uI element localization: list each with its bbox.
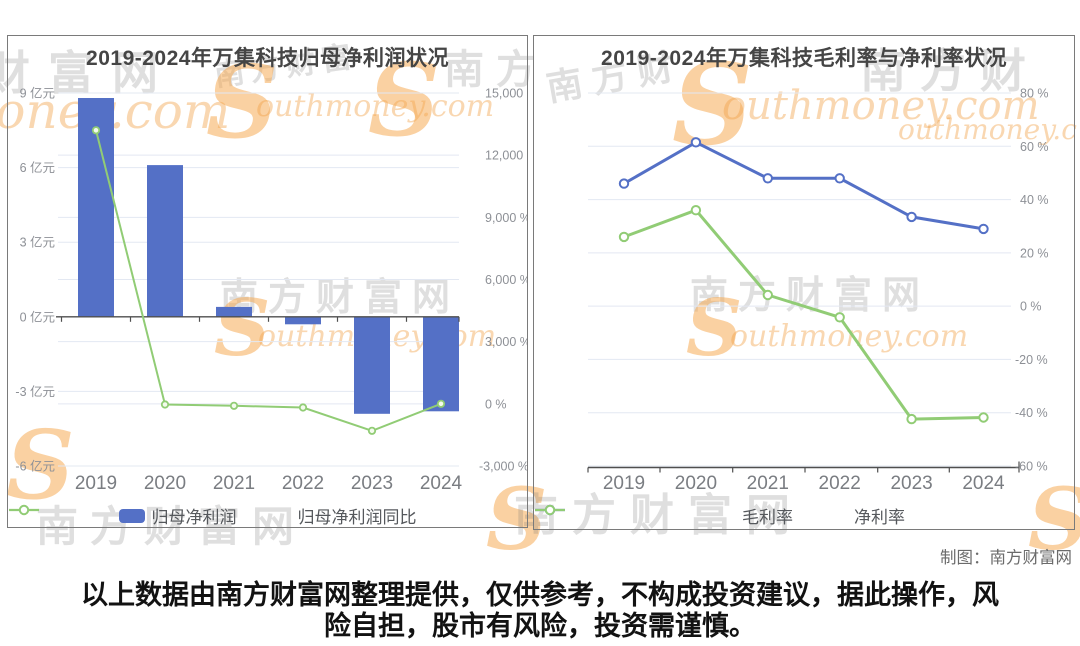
svg-text:6 亿元: 6 亿元 xyxy=(20,160,55,175)
svg-text:2022: 2022 xyxy=(282,473,324,494)
net-profit-bars xyxy=(78,98,459,414)
gridlines xyxy=(588,92,1011,467)
series-marker xyxy=(834,173,845,184)
svg-text:2021: 2021 xyxy=(213,473,255,494)
svg-text:9 亿元: 9 亿元 xyxy=(20,86,55,101)
svg-text:-20 %: -20 % xyxy=(1015,353,1048,367)
disclaimer-line-1: 以上数据由南方财富网整理提供，仅供参考，不构成投资建议，据此操作，风 xyxy=(81,580,999,610)
margin-legend: 毛利率 净利率 xyxy=(534,503,1074,528)
yoy-line xyxy=(95,130,442,432)
svg-text:-6 亿元: -6 亿元 xyxy=(15,459,55,474)
margin-chart-panel: 80 % 60 % 40 % 20 % 0 % -20 % -40 % -60 % 2019 20… xyxy=(533,35,1075,530)
series-marker xyxy=(978,223,989,235)
series-marker xyxy=(762,173,774,184)
svg-text:15,000 %: 15,000 % xyxy=(485,87,527,101)
yoy-markers xyxy=(91,126,446,435)
svg-text:-3 亿元: -3 亿元 xyxy=(15,384,55,399)
disclaimer-text: 以上数据由南方财富网整理提供，仅供参考，不构成投资建议，据此操作，风 险自担，股… xyxy=(0,580,1080,642)
svg-text:20 %: 20 % xyxy=(1020,246,1049,260)
category-labels: 2019 2020 2021 2022 2023 2024 xyxy=(75,473,463,494)
chart-credit: 制图：南方财富网 xyxy=(940,549,1072,567)
svg-text:2023: 2023 xyxy=(890,473,932,494)
series-marker xyxy=(978,412,989,423)
svg-text:2020: 2020 xyxy=(675,473,717,494)
net-profit-chart: 9 亿元 6 亿元 3 亿元 0 亿元 -3 亿元 -6 亿元 15,000 % 12,000… xyxy=(15,86,527,495)
series-marker xyxy=(618,231,630,243)
svg-text:9,000 %: 9,000 % xyxy=(485,211,527,225)
svg-text:2019: 2019 xyxy=(75,473,117,494)
y-axis-labels: 80 % 60 % 40 % 20 % 0 % -20 % -40 % -60 % xyxy=(1015,87,1049,474)
yoy-legend-label: 归母净利润同比 xyxy=(297,508,417,527)
margin-chart-title: 2019-2024年万集科技毛利率与净利率状况 xyxy=(601,47,1007,70)
net-margin-line xyxy=(623,208,984,421)
margin-chart: 80 %60 %40 %20 %0 %-20 %-40 %-60 %2019 20… xyxy=(587,87,1049,494)
series-marker xyxy=(618,178,630,189)
svg-text:0 亿元: 0 亿元 xyxy=(20,309,55,324)
svg-text:80 %: 80 % xyxy=(1020,87,1049,101)
x-axis-line xyxy=(56,316,460,322)
svg-text:2020: 2020 xyxy=(144,473,186,494)
net-profit-chart-panel: 9 亿元 6 亿元 3 亿元 0 亿元 -3 亿元 -6 亿元 15,000 % 12,000… xyxy=(7,35,528,528)
series-marker xyxy=(690,137,702,148)
svg-text:2019: 2019 xyxy=(603,473,645,494)
svg-text:2022: 2022 xyxy=(819,473,861,494)
svg-text:2021: 2021 xyxy=(747,473,789,494)
legend-item-gross-margin: 毛利率 xyxy=(535,503,793,528)
net-profit-chart-title: 2019-2024年万集科技归母净利润状况 xyxy=(86,47,449,70)
net-margin-line-marker-icon xyxy=(535,504,847,523)
legend-item-net-profit: 归母净利润 xyxy=(118,503,237,528)
legend-item-net-margin: 净利率 xyxy=(535,503,905,528)
svg-text:12,000 %: 12,000 % xyxy=(485,149,527,163)
net-margin-legend-label: 净利率 xyxy=(854,508,905,527)
series-marker xyxy=(906,211,917,223)
series-marker xyxy=(762,289,774,301)
yoy-line-marker-icon xyxy=(9,504,291,523)
disclaimer-line-2: 险自担，股市有风险，投资需谨慎。 xyxy=(324,611,756,641)
gridlines xyxy=(58,92,459,467)
svg-text:40 %: 40 % xyxy=(1020,193,1049,207)
left-axis-labels: 9 亿元 6 亿元 3 亿元 0 亿元 -3 亿元 -6 亿元 xyxy=(15,86,55,474)
series-marker xyxy=(834,312,845,323)
right-axis-labels: 15,000 % 12,000 % 9,000 % 6,000 % 3,000 % 0 %… xyxy=(479,87,527,474)
svg-text:3,000 %: 3,000 % xyxy=(485,335,527,349)
svg-text:0 %: 0 % xyxy=(485,397,507,411)
svg-text:0 %: 0 % xyxy=(1020,300,1042,314)
gross-margin-line xyxy=(623,140,984,231)
svg-text:6,000 %: 6,000 % xyxy=(485,273,527,287)
svg-text:2024: 2024 xyxy=(420,473,463,494)
category-labels: 2019 2020 2021 2022 2023 2024 xyxy=(603,473,1005,494)
svg-text:2024: 2024 xyxy=(962,473,1005,494)
svg-text:-3,000 %: -3,000 % xyxy=(479,460,527,474)
svg-text:-40 %: -40 % xyxy=(1015,406,1048,420)
gross-margin-line-marker-icon xyxy=(535,504,735,523)
series-marker xyxy=(690,205,702,216)
legend-item-yoy: 归母净利润同比 xyxy=(9,503,417,528)
svg-text:2023: 2023 xyxy=(351,473,393,494)
svg-text:3 亿元: 3 亿元 xyxy=(20,235,55,250)
net-profit-swatch-icon xyxy=(118,508,145,523)
net-profit-legend: 归母净利润 归母净利润同比 xyxy=(8,503,527,528)
svg-text:60 %: 60 % xyxy=(1020,140,1049,154)
svg-text:-60 %: -60 % xyxy=(1015,460,1048,474)
gross-margin-legend-label: 毛利率 xyxy=(742,508,793,527)
series-marker xyxy=(906,413,917,425)
x-axis-line xyxy=(587,461,1020,473)
net-profit-legend-label: 归母净利润 xyxy=(151,508,237,527)
